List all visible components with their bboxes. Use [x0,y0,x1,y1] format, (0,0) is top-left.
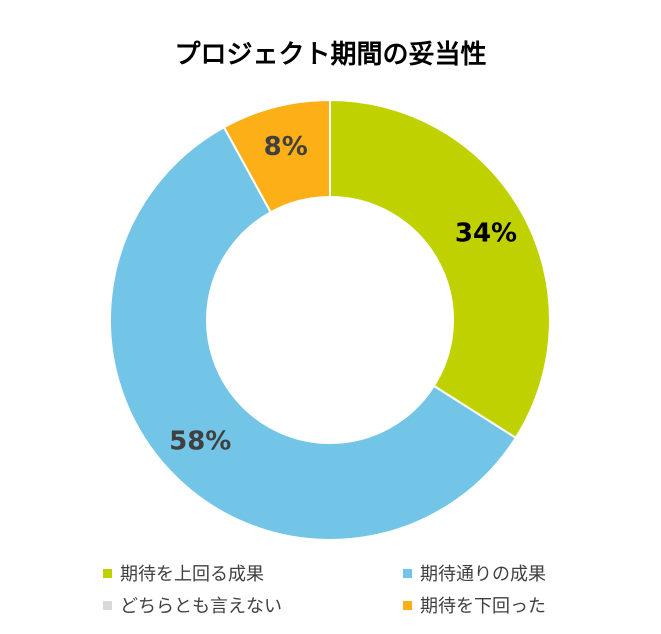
legend-label: 期待を上回る成果 [120,564,264,585]
legend-item-neutral: どちらとも言えない [103,592,403,618]
legend-swatch [403,568,412,578]
chart-title: プロジェクト期間の妥当性 [174,40,487,70]
legend-label: 期待通りの成果 [420,564,546,585]
slice-exceeded [329,98,551,440]
legend-item-as-expected: 期待通りの成果 [403,560,583,586]
slice-below [222,98,331,214]
data-label: 8% [264,132,308,162]
legend: 期待を上回る成果 期待通りの成果 どちらとも言えない 期待を下回った [103,560,583,618]
legend-item-exceeded: 期待を上回る成果 [103,560,403,586]
legend-swatch [103,568,112,578]
slice-as-expected [109,125,518,541]
data-label: 58% [169,426,231,456]
legend-swatch [103,600,112,610]
legend-label: 期待を下回った [420,596,546,617]
legend-item-below: 期待を下回った [403,592,583,618]
data-label: 34% [455,219,517,249]
legend-swatch [403,600,412,610]
legend-label: どちらとも言えない [120,596,282,617]
